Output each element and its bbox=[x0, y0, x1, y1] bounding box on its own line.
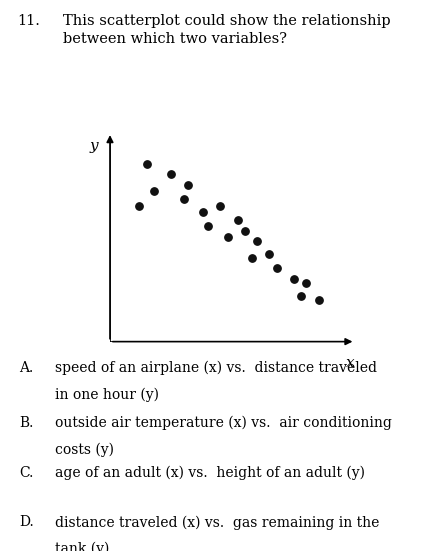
Point bbox=[273, 264, 280, 273]
Text: 11.: 11. bbox=[17, 14, 40, 28]
Point bbox=[234, 216, 241, 225]
Point bbox=[224, 233, 231, 241]
Point bbox=[315, 295, 322, 304]
Text: D.: D. bbox=[19, 515, 34, 529]
Text: x: x bbox=[346, 356, 355, 370]
Text: outside air temperature (x) vs.  air conditioning: outside air temperature (x) vs. air cond… bbox=[55, 416, 392, 430]
Text: A.: A. bbox=[19, 361, 33, 375]
Point bbox=[266, 249, 273, 258]
Point bbox=[180, 195, 187, 204]
Point bbox=[254, 237, 261, 246]
Point bbox=[185, 180, 192, 189]
Text: age of an adult (x) vs.  height of an adult (y): age of an adult (x) vs. height of an adu… bbox=[55, 466, 365, 480]
Point bbox=[200, 207, 206, 216]
Point bbox=[291, 274, 297, 283]
Point bbox=[205, 222, 212, 231]
Text: tank (y): tank (y) bbox=[55, 542, 110, 551]
Text: B.: B. bbox=[19, 416, 33, 430]
Point bbox=[168, 170, 175, 179]
Text: in one hour (y): in one hour (y) bbox=[55, 387, 159, 402]
Point bbox=[151, 186, 157, 195]
Point bbox=[298, 291, 305, 300]
Text: costs (y): costs (y) bbox=[55, 442, 114, 457]
Point bbox=[217, 201, 224, 210]
Point bbox=[249, 253, 255, 262]
Text: y: y bbox=[89, 138, 98, 153]
Point bbox=[303, 279, 310, 288]
Point bbox=[143, 159, 150, 168]
Point bbox=[136, 201, 143, 210]
Text: C.: C. bbox=[19, 466, 33, 479]
Text: speed of an airplane (x) vs.  distance traveled: speed of an airplane (x) vs. distance tr… bbox=[55, 361, 377, 375]
Point bbox=[242, 226, 248, 235]
Text: distance traveled (x) vs.  gas remaining in the: distance traveled (x) vs. gas remaining … bbox=[55, 515, 379, 530]
Text: This scatterplot could show the relationship
between which two variables?: This scatterplot could show the relation… bbox=[63, 14, 391, 46]
